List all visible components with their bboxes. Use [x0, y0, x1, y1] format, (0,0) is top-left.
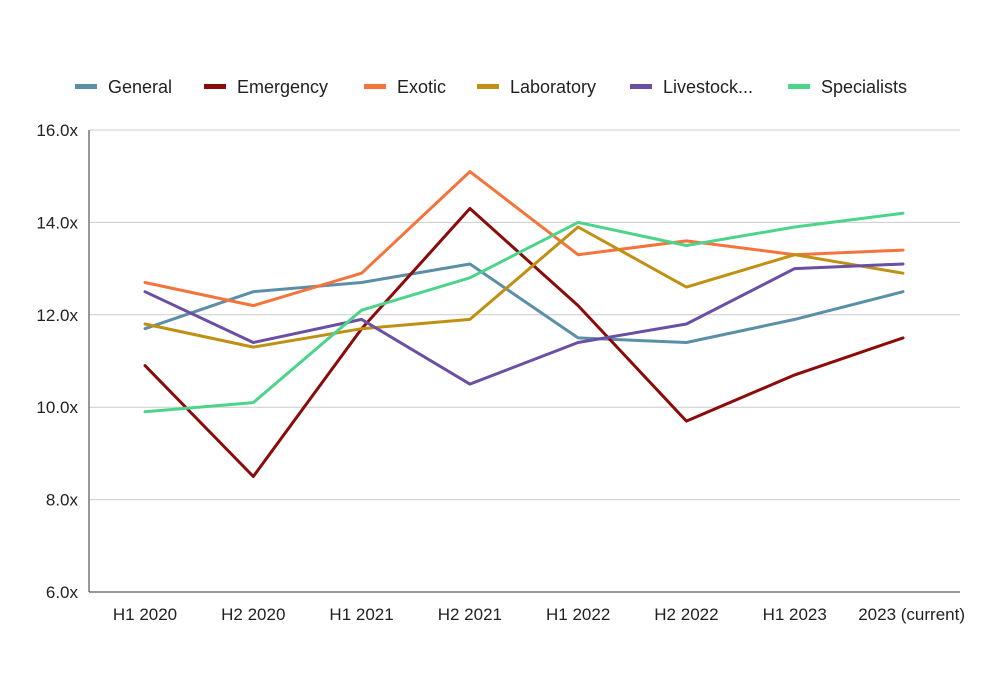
x-tick-label: H1 2023 — [763, 605, 827, 624]
legend: General Emergency Exotic Laboratory Livestoc… — [75, 77, 907, 97]
x-tick-label: H2 2022 — [654, 605, 718, 624]
legend-label: Specialists — [821, 77, 907, 97]
gridlines — [89, 129, 960, 501]
x-tick-label: H1 2020 — [113, 605, 177, 624]
series-line-emergency — [143, 207, 905, 478]
legend-item-general: General — [75, 77, 172, 97]
y-tick-label: 6.0x — [46, 583, 79, 602]
y-tick-label: 16.0x — [36, 121, 78, 140]
legend-swatch — [75, 84, 97, 89]
series-line-general — [143, 262, 905, 344]
legend-label: Livestock... — [663, 77, 753, 97]
legend-swatch — [364, 84, 386, 89]
legend-swatch — [788, 84, 810, 89]
legend-item-laboratory: Laboratory — [477, 77, 596, 97]
x-tick-label: H1 2021 — [329, 605, 393, 624]
legend-item-emergency: Emergency — [204, 77, 328, 97]
x-tick-label: 2023 (current) — [858, 605, 965, 624]
y-axis: 6.0x 8.0x 10.0x 12.0x 14.0x 16.0x — [36, 121, 960, 602]
legend-item-livestock: Livestock... — [630, 77, 753, 97]
series-line-specialists — [143, 211, 905, 414]
x-axis: H1 2020 H2 2020 H1 2021 H2 2021 H1 2022 H2 20… — [113, 605, 965, 624]
y-tick-label: 12.0x — [36, 306, 78, 325]
y-tick-label: 8.0x — [46, 491, 79, 510]
legend-swatch — [477, 84, 499, 89]
y-tick-label: 10.0x — [36, 398, 78, 417]
legend-item-specialists: Specialists — [788, 77, 907, 97]
legend-label: Exotic — [397, 77, 446, 97]
series-line-livestock — [143, 262, 905, 386]
legend-swatch — [630, 84, 652, 89]
x-tick-label: H1 2022 — [546, 605, 610, 624]
series-line-exotic — [143, 170, 905, 308]
x-tick-label: H2 2020 — [221, 605, 285, 624]
legend-label: Laboratory — [510, 77, 596, 97]
legend-label: Emergency — [237, 77, 328, 97]
x-tick-label: H2 2021 — [438, 605, 502, 624]
legend-item-exotic: Exotic — [364, 77, 446, 97]
legend-swatch — [204, 84, 226, 89]
legend-label: General — [108, 77, 172, 97]
series-lines — [143, 170, 905, 478]
y-tick-label: 14.0x — [36, 213, 78, 232]
series-line-laboratory — [143, 225, 905, 349]
